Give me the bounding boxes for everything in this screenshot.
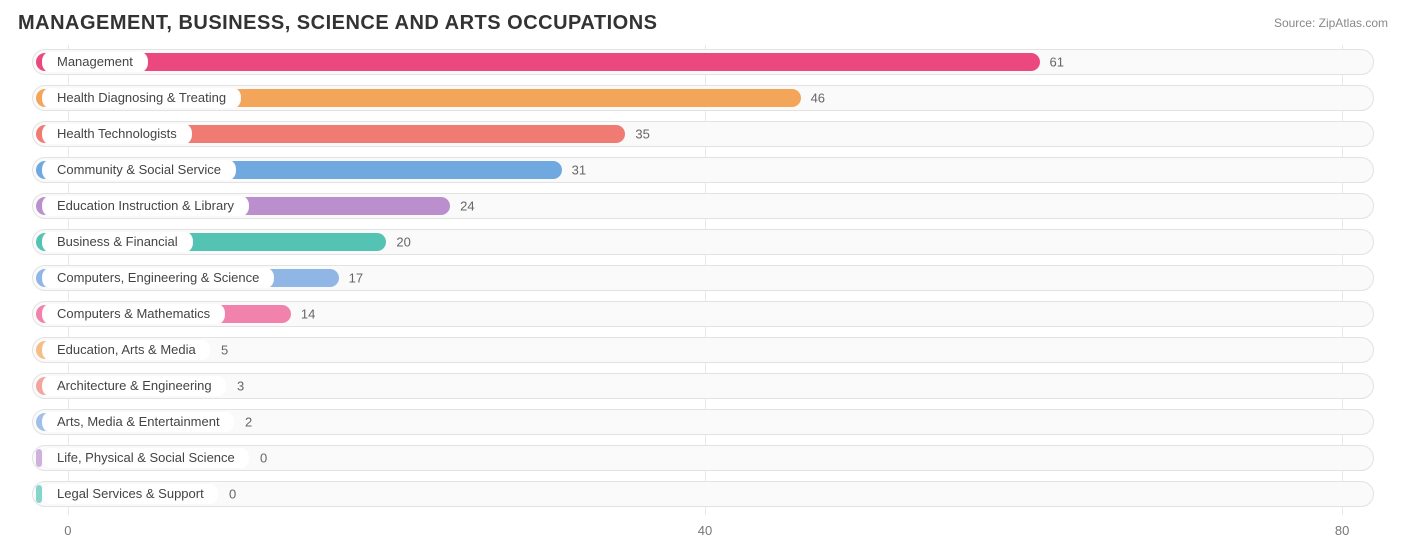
bar-row: Health Diagnosing & Treating 46 [18,83,1388,113]
bar-row: Legal Services & Support 0 [18,479,1388,509]
bar-label: Health Technologists [42,123,192,145]
bar-fill [36,53,1040,71]
bar-label: Education, Arts & Media [42,339,211,361]
bar-label: Arts, Media & Entertainment [42,411,235,433]
bar-label: Legal Services & Support [42,483,219,505]
bar-label: Life, Physical & Social Science [42,447,250,469]
chart-title: MANAGEMENT, BUSINESS, SCIENCE AND ARTS O… [18,12,657,35]
bar-label: Architecture & Engineering [42,375,227,397]
bar-value: 61 [1050,55,1064,70]
plot-area: Management 61 Health Diagnosing & Treating… [18,45,1388,515]
x-tick-label: 40 [698,523,712,538]
bar-label: Education Instruction & Library [42,195,249,217]
bar-value: 2 [245,415,252,430]
bar-row: Education Instruction & Library 24 [18,191,1388,221]
bar-row: Business & Financial 20 [18,227,1388,257]
bar-value: 46 [811,91,825,106]
bar-value: 20 [396,235,410,250]
bar-row: Computers, Engineering & Science 17 [18,263,1388,293]
bar-row: Life, Physical & Social Science 0 [18,443,1388,473]
bar-label: Business & Financial [42,231,193,253]
bar-track [32,337,1374,363]
bar-value: 14 [301,307,315,322]
bar-label: Community & Social Service [42,159,236,181]
bar-label: Computers & Mathematics [42,303,225,325]
x-axis: 0 40 80 [18,519,1388,545]
source-attribution: Source: ZipAtlas.com [1274,12,1388,30]
bar-label: Management [42,51,148,73]
bar-value: 0 [229,487,236,502]
chart-header: MANAGEMENT, BUSINESS, SCIENCE AND ARTS O… [18,12,1388,35]
bar-value: 35 [635,127,649,142]
bar-track [32,373,1374,399]
source-label: Source: [1274,16,1315,30]
bar-row: Management 61 [18,47,1388,77]
bar-label: Health Diagnosing & Treating [42,87,241,109]
bar-value: 24 [460,199,474,214]
bar-row: Education, Arts & Media 5 [18,335,1388,365]
bar-value: 5 [221,343,228,358]
bar-row: Community & Social Service 31 [18,155,1388,185]
source-site: ZipAtlas.com [1319,16,1388,30]
bar-row: Computers & Mathematics 14 [18,299,1388,329]
bar-label: Computers, Engineering & Science [42,267,274,289]
x-tick-label: 0 [64,523,71,538]
bar-row: Health Technologists 35 [18,119,1388,149]
bar-value: 3 [237,379,244,394]
occupations-bar-chart: Management 61 Health Diagnosing & Treating… [18,45,1388,545]
bar-row: Architecture & Engineering 3 [18,371,1388,401]
bar-value: 31 [572,163,586,178]
bar-row: Arts, Media & Entertainment 2 [18,407,1388,437]
bar-value: 17 [349,271,363,286]
bar-value: 0 [260,451,267,466]
x-tick-label: 80 [1335,523,1349,538]
